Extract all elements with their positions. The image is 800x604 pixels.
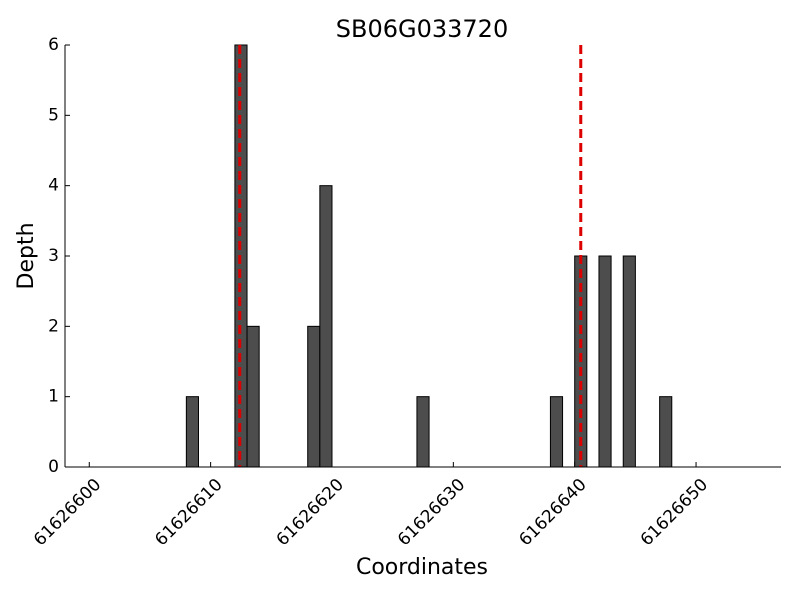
x-axis-label: Coordinates xyxy=(356,555,488,580)
bar xyxy=(598,255,612,468)
bar xyxy=(659,396,673,468)
bar xyxy=(246,325,260,468)
bar xyxy=(307,325,321,468)
y-tick-label: 3 xyxy=(48,246,59,266)
bar xyxy=(185,396,199,468)
y-axis-label: Depth xyxy=(14,222,39,289)
y-tick-label: 2 xyxy=(48,316,59,336)
y-tick-label: 0 xyxy=(48,457,59,477)
x-tick-label: 61626640 xyxy=(515,475,590,550)
x-tick-label: 61626650 xyxy=(637,475,712,550)
chart-title: SB06G033720 xyxy=(336,15,508,43)
y-tick-label: 4 xyxy=(48,176,59,196)
bar xyxy=(622,255,636,468)
x-tick-label: 61626610 xyxy=(151,475,226,550)
bar xyxy=(319,185,333,468)
x-tick-label: 61626630 xyxy=(394,475,469,550)
y-tick-label: 5 xyxy=(48,105,59,125)
bar xyxy=(416,396,430,468)
x-tick-label: 61626620 xyxy=(273,475,348,550)
y-tick-label: 1 xyxy=(48,387,59,407)
bar xyxy=(549,396,564,468)
x-tick-label: 61626600 xyxy=(30,475,105,550)
y-tick-label: 6 xyxy=(48,35,59,55)
